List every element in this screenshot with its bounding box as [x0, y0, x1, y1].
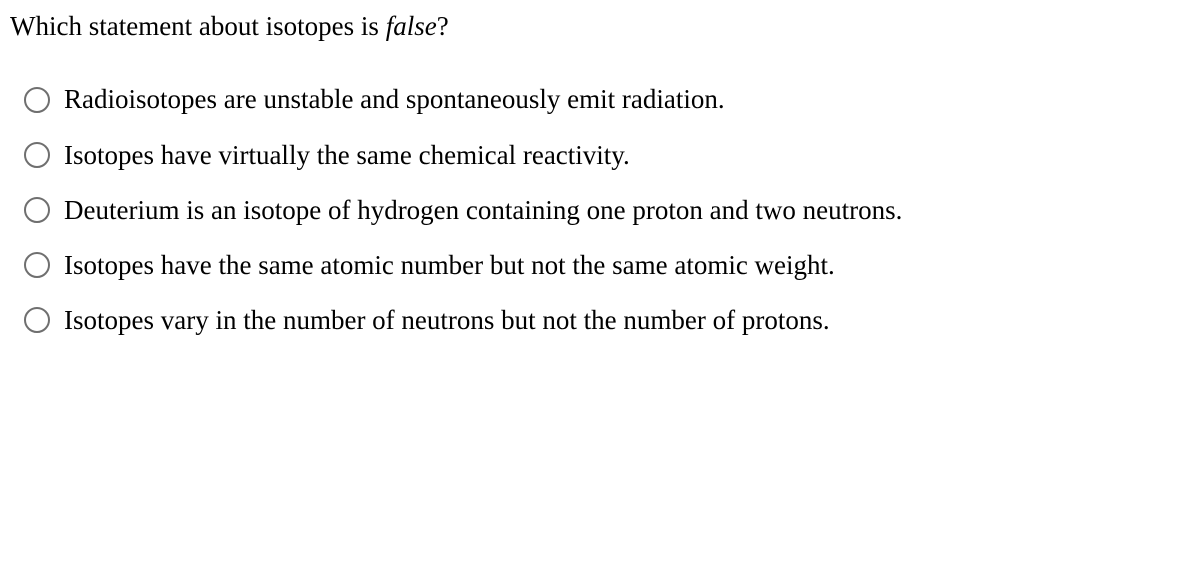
option-label: Isotopes have the same atomic number but… — [64, 248, 835, 283]
option-row[interactable]: Isotopes vary in the number of neutrons … — [24, 303, 1190, 338]
quiz-container: Which statement about isotopes is false?… — [0, 0, 1200, 346]
option-row[interactable]: Isotopes have virtually the same chemica… — [24, 138, 1190, 173]
option-row[interactable]: Radioisotopes are unstable and spontaneo… — [24, 82, 1190, 117]
question-prefix: Which statement about isotopes is — [10, 11, 386, 41]
radio-button[interactable] — [24, 142, 50, 168]
option-label: Isotopes have virtually the same chemica… — [64, 138, 630, 173]
option-label: Isotopes vary in the number of neutrons … — [64, 303, 830, 338]
question-suffix: ? — [437, 11, 449, 41]
options-list: Radioisotopes are unstable and spontaneo… — [10, 82, 1190, 337]
radio-button[interactable] — [24, 252, 50, 278]
option-row[interactable]: Deuterium is an isotope of hydrogen cont… — [24, 193, 1190, 228]
option-label: Deuterium is an isotope of hydrogen cont… — [64, 193, 902, 228]
option-row[interactable]: Isotopes have the same atomic number but… — [24, 248, 1190, 283]
question-emphasis: false — [386, 11, 437, 41]
radio-button[interactable] — [24, 307, 50, 333]
option-label: Radioisotopes are unstable and spontaneo… — [64, 82, 725, 117]
question-text: Which statement about isotopes is false? — [10, 8, 1190, 44]
radio-button[interactable] — [24, 87, 50, 113]
radio-button[interactable] — [24, 197, 50, 223]
